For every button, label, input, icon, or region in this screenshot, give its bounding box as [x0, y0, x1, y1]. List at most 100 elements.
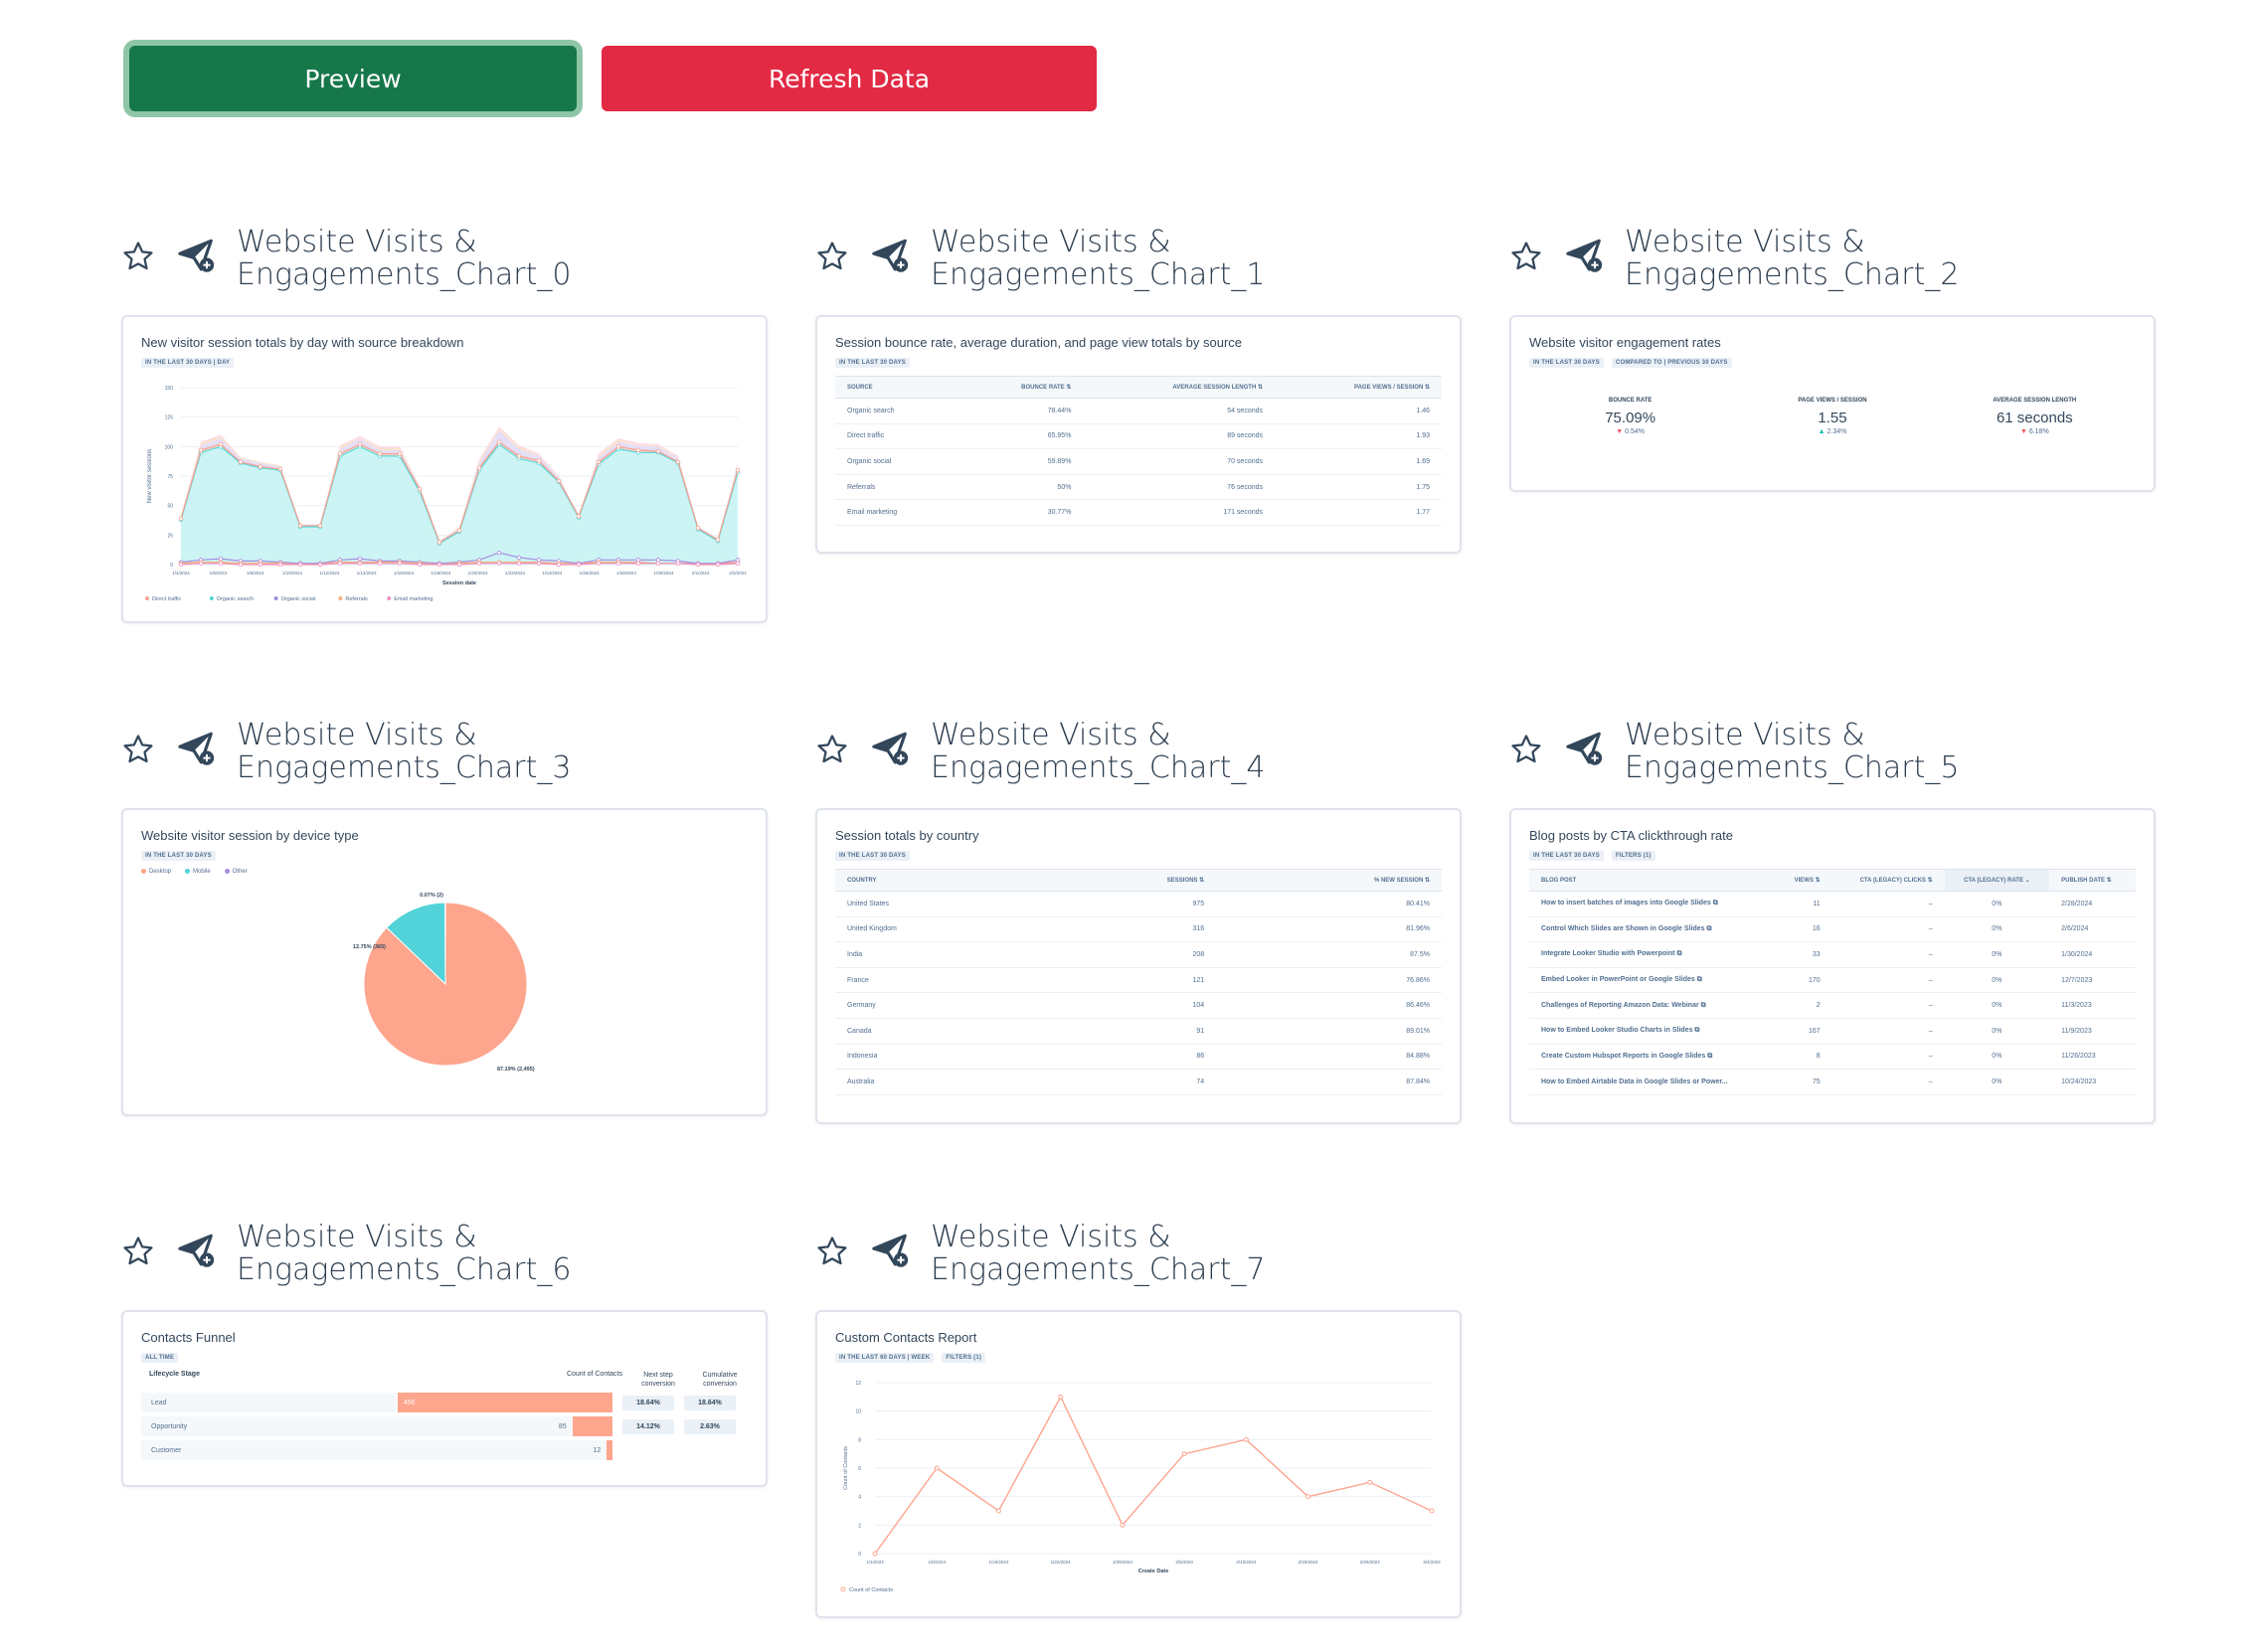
blog-post-link[interactable]: Control Which Slides are Shown in Google… — [1529, 916, 1775, 943]
chart-card[interactable]: Website visitor engagement rates IN THE … — [1509, 315, 2156, 492]
table-row: Integrate Looker Studio with Powerpoint … — [1529, 941, 2136, 968]
y-tick-label: 4 — [858, 1495, 861, 1501]
blog-post-link[interactable]: Challenges of Reporting Amazon Data: Web… — [1529, 992, 1775, 1019]
tile-title[interactable]: Website Visits & Engagements_Chart_7 — [931, 1220, 1266, 1287]
chart-card[interactable]: Custom Contacts Report IN THE LAST 60 DA… — [815, 1310, 1462, 1618]
filters-tag[interactable]: FILTERS (1) — [1611, 851, 1655, 861]
star-icon[interactable] — [815, 1235, 849, 1268]
x-tick-label: 1/8/2024 — [247, 571, 264, 576]
tile-title[interactable]: Website Visits & Engagements_Chart_0 — [237, 225, 572, 292]
y-tick-label: 100 — [165, 444, 174, 450]
date-range-tag: IN THE LAST 30 DAYS — [141, 851, 216, 861]
legend-item: Email marketing — [394, 596, 433, 602]
x-tick-label: 1/22/2024 — [505, 571, 526, 576]
report-tile-4: Website Visits & Engagements_Chart_4 Sess… — [815, 718, 1462, 1124]
data-point — [436, 562, 442, 568]
legend-item: Other — [224, 869, 248, 875]
blog-post-link[interactable]: Embed Looker in PowerPoint or Google Sli… — [1529, 967, 1775, 994]
tile-title[interactable]: Website Visits & Engagements_Chart_3 — [237, 718, 572, 785]
legend-item: Referrals — [345, 596, 368, 602]
data-point — [496, 561, 502, 567]
blog-post-link[interactable]: How to Embed Airtable Data in Google Sli… — [1529, 1069, 1775, 1095]
data-point — [476, 465, 482, 470]
column-header[interactable]: VIEWS ⇅ — [1774, 869, 1832, 892]
table-row: Referrals 50% 76 seconds 1.75 — [835, 474, 1442, 501]
pie-chart: 87.19% (2,495) 12.75% (365) 0.07% (2) — [353, 893, 535, 1073]
data-point — [576, 562, 582, 568]
data-point — [476, 561, 482, 567]
slice-label: 12.75% (365) — [353, 944, 386, 950]
legend-swatch — [209, 596, 214, 600]
data-point — [1305, 1494, 1311, 1500]
data-point — [436, 540, 442, 545]
blog-post-link[interactable]: Integrate Looker Studio with Powerpoint … — [1529, 941, 1775, 968]
funnel-bar — [607, 1440, 612, 1460]
column-header[interactable]: BOUNCE RATE ⇅ — [958, 376, 1084, 399]
send-icon[interactable] — [1565, 731, 1605, 768]
kpi-session-length: AVERAGE SESSION LENGTH 61 seconds ▼ 6.18… — [1993, 398, 2077, 435]
send-icon[interactable] — [177, 1233, 217, 1270]
tile-title[interactable]: Website Visits & Engagements_Chart_5 — [1625, 718, 1960, 785]
column-header[interactable]: CTA (LEGACY) CLICKS ⇅ — [1831, 869, 1945, 892]
star-icon[interactable] — [1509, 240, 1543, 273]
x-tick-label: 1/20/2024 — [468, 571, 489, 576]
send-icon[interactable] — [177, 731, 217, 768]
funnel-bar — [397, 1393, 612, 1412]
tile-title[interactable]: Website Visits & Engagements_Chart_4 — [931, 718, 1266, 785]
chart-card[interactable]: Contacts Funnel ALL TIME Lifecycle Stage… — [121, 1310, 768, 1487]
star-icon[interactable] — [815, 733, 849, 766]
data-point — [317, 523, 323, 529]
column-header[interactable]: SOURCE — [835, 376, 959, 399]
tile-title[interactable]: Website Visits & Engagements_Chart_1 — [931, 225, 1266, 292]
star-icon[interactable] — [1509, 733, 1543, 766]
data-point — [596, 459, 602, 464]
blog-post-link[interactable]: Create Custom Hubspot Reports in Google … — [1529, 1044, 1775, 1071]
chart-card[interactable]: Session totals by country IN THE LAST 30… — [815, 808, 1462, 1124]
area-chart: 0 25 50 75 100 125 150 New visitor sessions 1/4/… — [145, 386, 747, 602]
column-header[interactable]: COUNTRY — [835, 869, 1044, 892]
x-tick-label: 1/8/2024 — [928, 1560, 946, 1565]
star-icon[interactable] — [121, 733, 155, 766]
chart-card[interactable]: Session bounce rate, average duration, a… — [815, 315, 1462, 554]
refresh-data-button[interactable]: Refresh Data — [602, 46, 1097, 111]
column-header[interactable]: AVERAGE SESSION LENGTH ⇅ — [1083, 376, 1276, 399]
data-point — [297, 523, 303, 529]
y-tick-label: 2 — [858, 1523, 861, 1529]
preview-button[interactable]: Preview — [129, 46, 577, 111]
report-tile-0: Website Visits & Engagements_Chart_0 New … — [121, 225, 768, 623]
column-header[interactable]: % NEW SESSION ⇅ — [1216, 869, 1442, 892]
blog-post-link[interactable]: How to insert batches of images into Goo… — [1529, 891, 1775, 917]
column-header[interactable]: CTA (LEGACY) RATE ⌄ — [1944, 869, 2050, 892]
column-header[interactable]: SESSIONS ⇅ — [1043, 869, 1217, 892]
funnel-row-lead: Lead 456 18.64% 18.64% — [141, 1393, 748, 1412]
blog-post-link[interactable]: How to Embed Looker Studio Charts in Sli… — [1529, 1018, 1775, 1045]
column-header[interactable]: BLOG POST — [1529, 869, 1775, 892]
column-header[interactable]: PAGE VIEWS / SESSION ⇅ — [1275, 376, 1442, 399]
report-tile-7: Website Visits & Engagements_Chart_7 Cust… — [815, 1220, 1462, 1618]
star-icon[interactable] — [121, 1235, 155, 1268]
card-title: Website visitor session by device type — [141, 828, 359, 843]
y-tick-label: 0 — [858, 1552, 861, 1558]
send-icon[interactable] — [1565, 238, 1605, 275]
star-icon[interactable] — [121, 240, 155, 273]
send-icon[interactable] — [871, 238, 911, 275]
tile-title[interactable]: Website Visits & Engagements_Chart_2 — [1625, 225, 1960, 292]
kpi-page-views: PAGE VIEWS / SESSION 1.55 ▲ 2.34% — [1798, 398, 1867, 435]
chart-card[interactable]: Website visitor session by device type I… — [121, 808, 768, 1116]
tile-title[interactable]: Website Visits & Engagements_Chart_6 — [237, 1220, 572, 1287]
star-icon[interactable] — [815, 240, 849, 273]
table-row: Create Custom Hubspot Reports in Google … — [1529, 1044, 2136, 1071]
send-icon[interactable] — [871, 1233, 911, 1270]
send-icon[interactable] — [177, 238, 217, 275]
data-point — [1181, 1451, 1187, 1457]
data-point — [635, 561, 641, 567]
data-point — [635, 447, 641, 453]
send-icon[interactable] — [871, 731, 911, 768]
area-organic-search — [181, 444, 738, 565]
column-header[interactable]: PUBLISH DATE ⇅ — [2049, 869, 2136, 892]
filters-tag[interactable]: FILTERS (1) — [942, 1353, 986, 1363]
chart-card[interactable]: New visitor session totals by day with s… — [121, 315, 768, 623]
data-point — [218, 556, 224, 562]
chart-card[interactable]: Blog posts by CTA clickthrough rate IN T… — [1509, 808, 2156, 1124]
y-tick-label: 0 — [170, 563, 173, 569]
